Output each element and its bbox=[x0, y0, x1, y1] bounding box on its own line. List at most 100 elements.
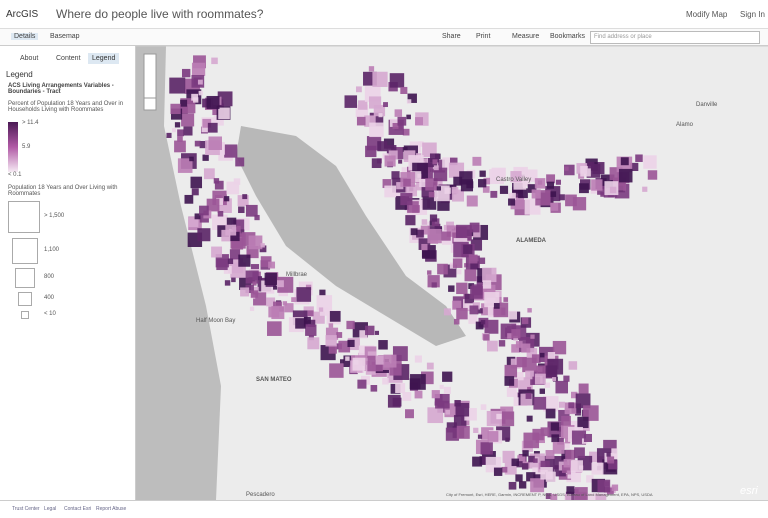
map-square[interactable] bbox=[371, 158, 382, 169]
map-square[interactable] bbox=[405, 409, 414, 419]
map-square[interactable] bbox=[378, 113, 383, 118]
map-square[interactable] bbox=[468, 254, 478, 264]
map-square[interactable] bbox=[595, 493, 607, 500]
map-square[interactable] bbox=[208, 136, 223, 150]
map[interactable]: ALAMEDA SAN MATEO Half Moon Bay Pescader… bbox=[136, 46, 768, 500]
map-square[interactable] bbox=[563, 442, 570, 449]
map-square[interactable] bbox=[343, 355, 356, 368]
map-square[interactable] bbox=[490, 190, 498, 198]
map-square[interactable] bbox=[433, 165, 439, 171]
map-square[interactable] bbox=[402, 147, 408, 152]
map-square[interactable] bbox=[527, 386, 532, 392]
map-square[interactable] bbox=[425, 178, 438, 191]
map-square[interactable] bbox=[456, 282, 468, 295]
map-square[interactable] bbox=[181, 68, 191, 78]
map-square[interactable] bbox=[643, 155, 657, 169]
map-square[interactable] bbox=[647, 170, 658, 180]
map-square[interactable] bbox=[420, 225, 430, 235]
map-square[interactable] bbox=[555, 179, 561, 185]
map-square[interactable] bbox=[394, 109, 403, 117]
map-square[interactable] bbox=[547, 358, 564, 375]
map-square[interactable] bbox=[536, 365, 548, 377]
map-square[interactable] bbox=[499, 185, 509, 194]
map-square[interactable] bbox=[561, 465, 570, 473]
map-square[interactable] bbox=[522, 450, 529, 457]
print-button[interactable]: Print bbox=[476, 33, 491, 40]
map-square[interactable] bbox=[328, 345, 337, 354]
map-square[interactable] bbox=[254, 214, 260, 221]
map-square[interactable] bbox=[572, 197, 587, 211]
map-square[interactable] bbox=[527, 308, 532, 313]
map-square[interactable] bbox=[568, 361, 578, 370]
map-square[interactable] bbox=[199, 205, 209, 216]
map-square[interactable] bbox=[540, 460, 550, 471]
map-square[interactable] bbox=[568, 402, 575, 409]
map-square[interactable] bbox=[421, 219, 428, 225]
map-square[interactable] bbox=[540, 467, 553, 480]
map-square[interactable] bbox=[402, 392, 412, 401]
map-square[interactable] bbox=[273, 301, 282, 311]
map-square[interactable] bbox=[477, 308, 483, 314]
map-square[interactable] bbox=[344, 95, 358, 108]
map-square[interactable] bbox=[567, 470, 576, 479]
map-square[interactable] bbox=[213, 115, 224, 126]
map-square[interactable] bbox=[480, 442, 493, 455]
map-square[interactable] bbox=[442, 371, 453, 382]
map-square[interactable] bbox=[202, 118, 212, 128]
map-square[interactable] bbox=[518, 481, 527, 489]
map-square[interactable] bbox=[506, 387, 517, 397]
map-square[interactable] bbox=[607, 456, 615, 464]
footer-link[interactable]: Report Abuse bbox=[96, 506, 127, 512]
sign-in[interactable]: Sign In bbox=[740, 10, 765, 19]
map-square[interactable] bbox=[574, 409, 581, 416]
map-square[interactable] bbox=[521, 463, 529, 470]
map-square[interactable] bbox=[574, 487, 588, 500]
map-square[interactable] bbox=[190, 176, 203, 189]
map-square[interactable] bbox=[527, 184, 537, 193]
map-square[interactable] bbox=[226, 217, 237, 228]
map-square[interactable] bbox=[483, 334, 490, 341]
map-square[interactable] bbox=[426, 362, 434, 370]
map-square[interactable] bbox=[224, 196, 230, 202]
map-square[interactable] bbox=[480, 404, 487, 410]
map-square[interactable] bbox=[504, 462, 517, 475]
map-square[interactable] bbox=[257, 276, 263, 281]
map-square[interactable] bbox=[184, 194, 194, 204]
map-square[interactable] bbox=[544, 382, 551, 388]
map-square[interactable] bbox=[566, 470, 571, 475]
map-square[interactable] bbox=[368, 66, 375, 72]
map-square[interactable] bbox=[441, 231, 451, 241]
locate-button[interactable] bbox=[143, 97, 157, 111]
map-square[interactable] bbox=[218, 107, 230, 120]
map-square[interactable] bbox=[224, 144, 238, 158]
map-square[interactable] bbox=[177, 136, 183, 142]
map-square[interactable] bbox=[193, 97, 199, 103]
map-square[interactable] bbox=[170, 103, 181, 115]
map-square[interactable] bbox=[181, 113, 195, 127]
map-square[interactable] bbox=[546, 181, 555, 189]
map-square[interactable] bbox=[464, 293, 475, 304]
map-square[interactable] bbox=[224, 280, 231, 286]
map-square[interactable] bbox=[468, 283, 475, 290]
map-square[interactable] bbox=[470, 239, 483, 251]
map-square[interactable] bbox=[405, 215, 416, 226]
map-square[interactable] bbox=[389, 73, 405, 88]
map-square[interactable] bbox=[531, 189, 541, 199]
map-square[interactable] bbox=[237, 195, 249, 207]
map-square[interactable] bbox=[307, 319, 316, 328]
map-square[interactable] bbox=[508, 310, 518, 320]
map-square[interactable] bbox=[347, 339, 355, 347]
map-square[interactable] bbox=[304, 316, 311, 324]
map-square[interactable] bbox=[191, 188, 199, 196]
map-square[interactable] bbox=[456, 224, 472, 241]
map-square[interactable] bbox=[226, 181, 240, 195]
map-square[interactable] bbox=[563, 458, 573, 468]
map-square[interactable] bbox=[473, 427, 479, 433]
map-square[interactable] bbox=[522, 317, 529, 324]
map-square[interactable] bbox=[211, 57, 218, 65]
map-square[interactable] bbox=[511, 329, 521, 339]
map-square[interactable] bbox=[260, 256, 272, 267]
map-square[interactable] bbox=[459, 171, 473, 185]
map-square[interactable] bbox=[451, 186, 459, 194]
map-square[interactable] bbox=[194, 213, 201, 220]
